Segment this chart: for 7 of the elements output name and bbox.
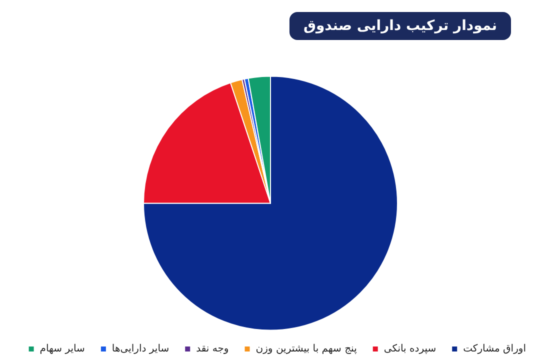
legend-label: وجه نقد [196, 344, 229, 354]
chart-title: نمودار ترکیب دارایی صندوق [303, 18, 498, 34]
legend-label: سایر دارایی‌ها [112, 344, 170, 354]
legend-label: پنج سهم با بیشترین وزن [256, 344, 358, 354]
legend-label: اوراق مشارکت [463, 344, 526, 354]
legend-label: سپرده بانکی [384, 344, 436, 354]
legend-label: سایر سهام [40, 344, 85, 354]
